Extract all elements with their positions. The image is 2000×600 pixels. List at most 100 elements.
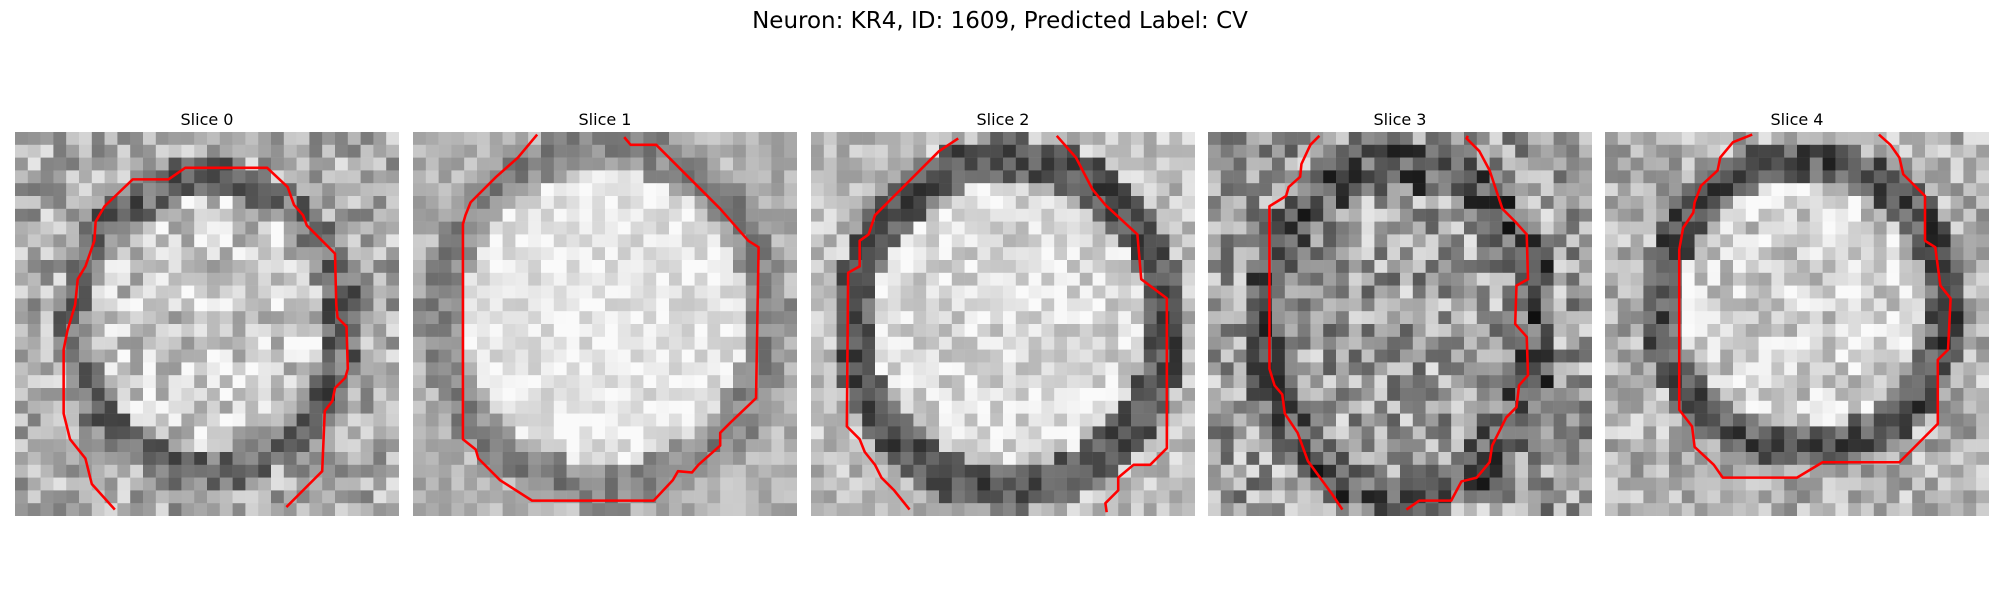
pixel	[1976, 439, 1989, 453]
pixel	[579, 426, 593, 440]
pixel	[592, 349, 606, 363]
pixel	[1387, 464, 1401, 478]
pixel	[451, 247, 465, 261]
pixel	[913, 170, 927, 184]
pixel	[489, 157, 503, 171]
pixel	[913, 464, 927, 478]
pixel	[1054, 324, 1068, 338]
pixel	[1566, 464, 1580, 478]
pixel	[1054, 349, 1068, 363]
pixel	[1822, 183, 1836, 197]
pixel	[1028, 439, 1042, 453]
pixel	[1336, 234, 1350, 248]
pixel	[1528, 464, 1542, 478]
slice-image-1	[413, 132, 797, 516]
pixel	[1963, 452, 1977, 466]
pixel	[347, 388, 361, 402]
slice-panel-1: Slice 1	[413, 108, 797, 516]
pixel	[1656, 324, 1670, 338]
pixel	[1797, 234, 1811, 248]
pixel	[309, 170, 323, 184]
pixel	[232, 452, 246, 466]
pixel	[1476, 234, 1490, 248]
pixel	[117, 132, 131, 146]
pixel	[425, 272, 439, 286]
pixel	[1707, 221, 1721, 235]
pixel	[1105, 272, 1119, 286]
pixel	[451, 234, 465, 248]
pixel	[373, 298, 387, 312]
pixel	[1784, 144, 1798, 158]
pixel	[771, 132, 785, 146]
pixel	[617, 477, 631, 491]
pixel	[1822, 247, 1836, 261]
pixel	[1784, 452, 1798, 466]
pixel	[849, 503, 863, 516]
pixel	[926, 400, 940, 414]
pixel	[823, 400, 837, 414]
pixel	[1669, 426, 1683, 440]
pixel	[733, 388, 747, 402]
pixel	[1758, 260, 1772, 274]
pixel	[1528, 272, 1542, 286]
pixel	[887, 272, 901, 286]
pixel	[155, 336, 169, 350]
pixel	[425, 477, 439, 491]
pixel	[1797, 349, 1811, 363]
pixel	[1246, 298, 1260, 312]
pixel	[1476, 439, 1490, 453]
pixel	[79, 272, 93, 286]
pixel	[939, 413, 953, 427]
pixel	[592, 247, 606, 261]
pixel	[1925, 272, 1939, 286]
pixel	[1284, 285, 1298, 299]
pixel	[1451, 503, 1465, 516]
pixel	[1003, 132, 1017, 146]
pixel	[1284, 503, 1298, 516]
pixel	[1758, 452, 1772, 466]
pixel	[438, 400, 452, 414]
pixel	[926, 477, 940, 491]
pixel	[245, 362, 259, 376]
pixel	[1707, 336, 1721, 350]
pixel	[1169, 464, 1183, 478]
pixel	[1182, 311, 1195, 325]
pixel	[104, 170, 118, 184]
pixel	[1694, 221, 1708, 235]
pixel	[553, 144, 567, 158]
pixel	[1284, 477, 1298, 491]
pixel	[1438, 285, 1452, 299]
pixel	[1233, 452, 1247, 466]
pixel	[1579, 221, 1592, 235]
pixel	[1899, 413, 1913, 427]
pixel	[528, 221, 542, 235]
pixel	[1745, 324, 1759, 338]
pixel	[1873, 183, 1887, 197]
pixel	[258, 388, 272, 402]
pixel	[579, 144, 593, 158]
pixel	[849, 324, 863, 338]
pixel	[1220, 362, 1234, 376]
pixel	[515, 170, 529, 184]
pixel	[592, 439, 606, 453]
pixel	[1925, 157, 1939, 171]
pixel	[1067, 477, 1081, 491]
pixel	[1118, 272, 1132, 286]
pixel	[694, 439, 708, 453]
pixel	[1246, 170, 1260, 184]
pixel	[913, 439, 927, 453]
pixel	[1925, 375, 1939, 389]
pixel	[1348, 170, 1362, 184]
pixel	[413, 324, 427, 338]
pixel	[887, 362, 901, 376]
pixel	[1822, 413, 1836, 427]
pixel	[1476, 400, 1490, 414]
pixel	[502, 196, 516, 210]
pixel	[1976, 503, 1989, 516]
pixel	[1438, 375, 1452, 389]
pixel	[1297, 400, 1311, 414]
pixel	[386, 132, 399, 146]
pixel	[207, 400, 221, 414]
pixel	[964, 375, 978, 389]
pixel	[541, 144, 555, 158]
